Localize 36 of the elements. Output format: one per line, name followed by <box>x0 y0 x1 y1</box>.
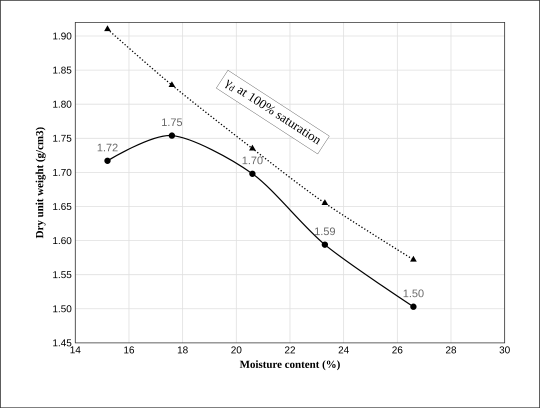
data-label: 1.59 <box>315 227 335 236</box>
y-tick-label: 1.60 <box>53 236 72 244</box>
y-axis-title: Dry unit weight (g/cm3) <box>36 127 46 238</box>
y-tick-label: 1.50 <box>53 305 72 312</box>
x-tick-label: 26 <box>392 346 402 354</box>
x-tick-label: 14 <box>70 346 81 354</box>
point <box>410 256 416 262</box>
data-label: 1.70 <box>242 156 263 164</box>
point <box>169 82 175 87</box>
point <box>104 26 110 32</box>
x-tick-label: 30 <box>500 346 510 354</box>
y-tick-label: 1.70 <box>53 168 72 176</box>
point <box>249 170 256 177</box>
y-tick-label: 1.90 <box>53 32 72 40</box>
y-tick-label: 1.55 <box>53 271 72 278</box>
data-label: 1.50 <box>404 289 424 298</box>
x-tick-label: 28 <box>446 346 456 354</box>
x-tick-label: 24 <box>338 346 349 354</box>
point <box>410 303 417 310</box>
data-label: 1.75 <box>162 118 182 126</box>
x-tick-label: 22 <box>284 346 296 354</box>
x-tick-label: 20 <box>231 346 242 354</box>
point <box>250 145 256 150</box>
point <box>104 158 111 164</box>
data-label: 1.72 <box>98 144 118 152</box>
y-tick-label: 1.80 <box>53 100 72 108</box>
x-axis-title: Moisture content (%) <box>240 360 340 370</box>
point <box>322 200 328 205</box>
point <box>322 241 328 248</box>
point <box>168 132 176 139</box>
y-tick-label: 1.45 <box>53 339 72 346</box>
x-tick-label: 16 <box>124 346 134 354</box>
y-tick-label: 1.85 <box>53 66 72 74</box>
x-tick-label: 18 <box>178 346 188 354</box>
y-tick-label: 1.75 <box>53 134 72 142</box>
y-tick-label: 1.65 <box>53 202 72 210</box>
